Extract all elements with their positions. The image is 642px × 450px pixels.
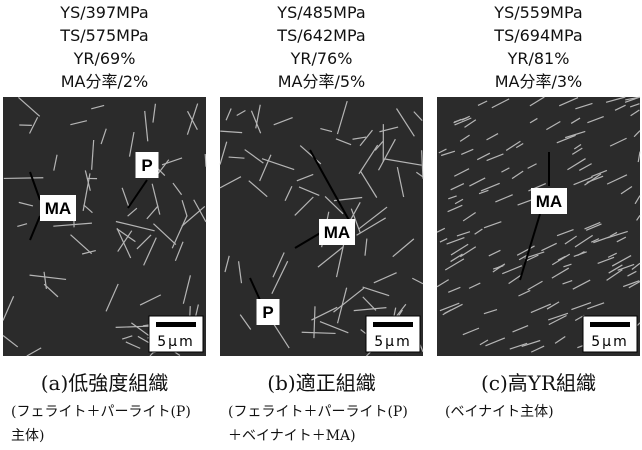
scale-label: 5μm bbox=[157, 334, 194, 350]
property: YS/485MPa bbox=[276, 3, 365, 22]
scale-bar bbox=[156, 322, 196, 327]
property: YR/76% bbox=[290, 49, 353, 68]
label: P bbox=[262, 303, 273, 322]
label: MA bbox=[324, 223, 350, 242]
property: YS/559MPa bbox=[493, 3, 582, 22]
note: (ベイナイト主体) bbox=[445, 404, 554, 420]
note: ＋ベイナイト＋MA) bbox=[228, 428, 356, 444]
grain-line bbox=[205, 154, 206, 167]
scale-label: 5μm bbox=[591, 334, 628, 350]
scale-bar bbox=[373, 322, 413, 327]
property: TS/642MPa bbox=[276, 26, 365, 45]
property: YR/81% bbox=[507, 49, 570, 68]
label: P bbox=[141, 156, 152, 175]
scale-label: 5μm bbox=[374, 334, 411, 350]
note: (フェライト＋パーライト(P) bbox=[11, 404, 191, 420]
property: YR/69% bbox=[73, 49, 136, 68]
figure: YS/397MPa TS/575MPa YR/69% MA分率/2% P MA 5μm (a)… bbox=[0, 0, 642, 450]
grain-line bbox=[4, 178, 44, 179]
property: MA分率/3% bbox=[495, 72, 583, 91]
property: YS/397MPa bbox=[59, 3, 148, 22]
note: 主体) bbox=[11, 428, 44, 444]
label: MA bbox=[45, 199, 71, 218]
scale-bar bbox=[590, 322, 630, 327]
property: MA分率/5% bbox=[278, 72, 366, 91]
label: MA bbox=[536, 192, 562, 211]
caption: (c)高YR組織 bbox=[481, 371, 596, 395]
property: TS/694MPa bbox=[493, 26, 582, 45]
property: MA分率/2% bbox=[61, 72, 149, 91]
note: (フェライト＋パーライト(P) bbox=[228, 404, 408, 420]
caption: (a)低強度組織 bbox=[41, 371, 169, 395]
caption: (b)適正組織 bbox=[267, 371, 375, 395]
property: TS/575MPa bbox=[59, 26, 148, 45]
